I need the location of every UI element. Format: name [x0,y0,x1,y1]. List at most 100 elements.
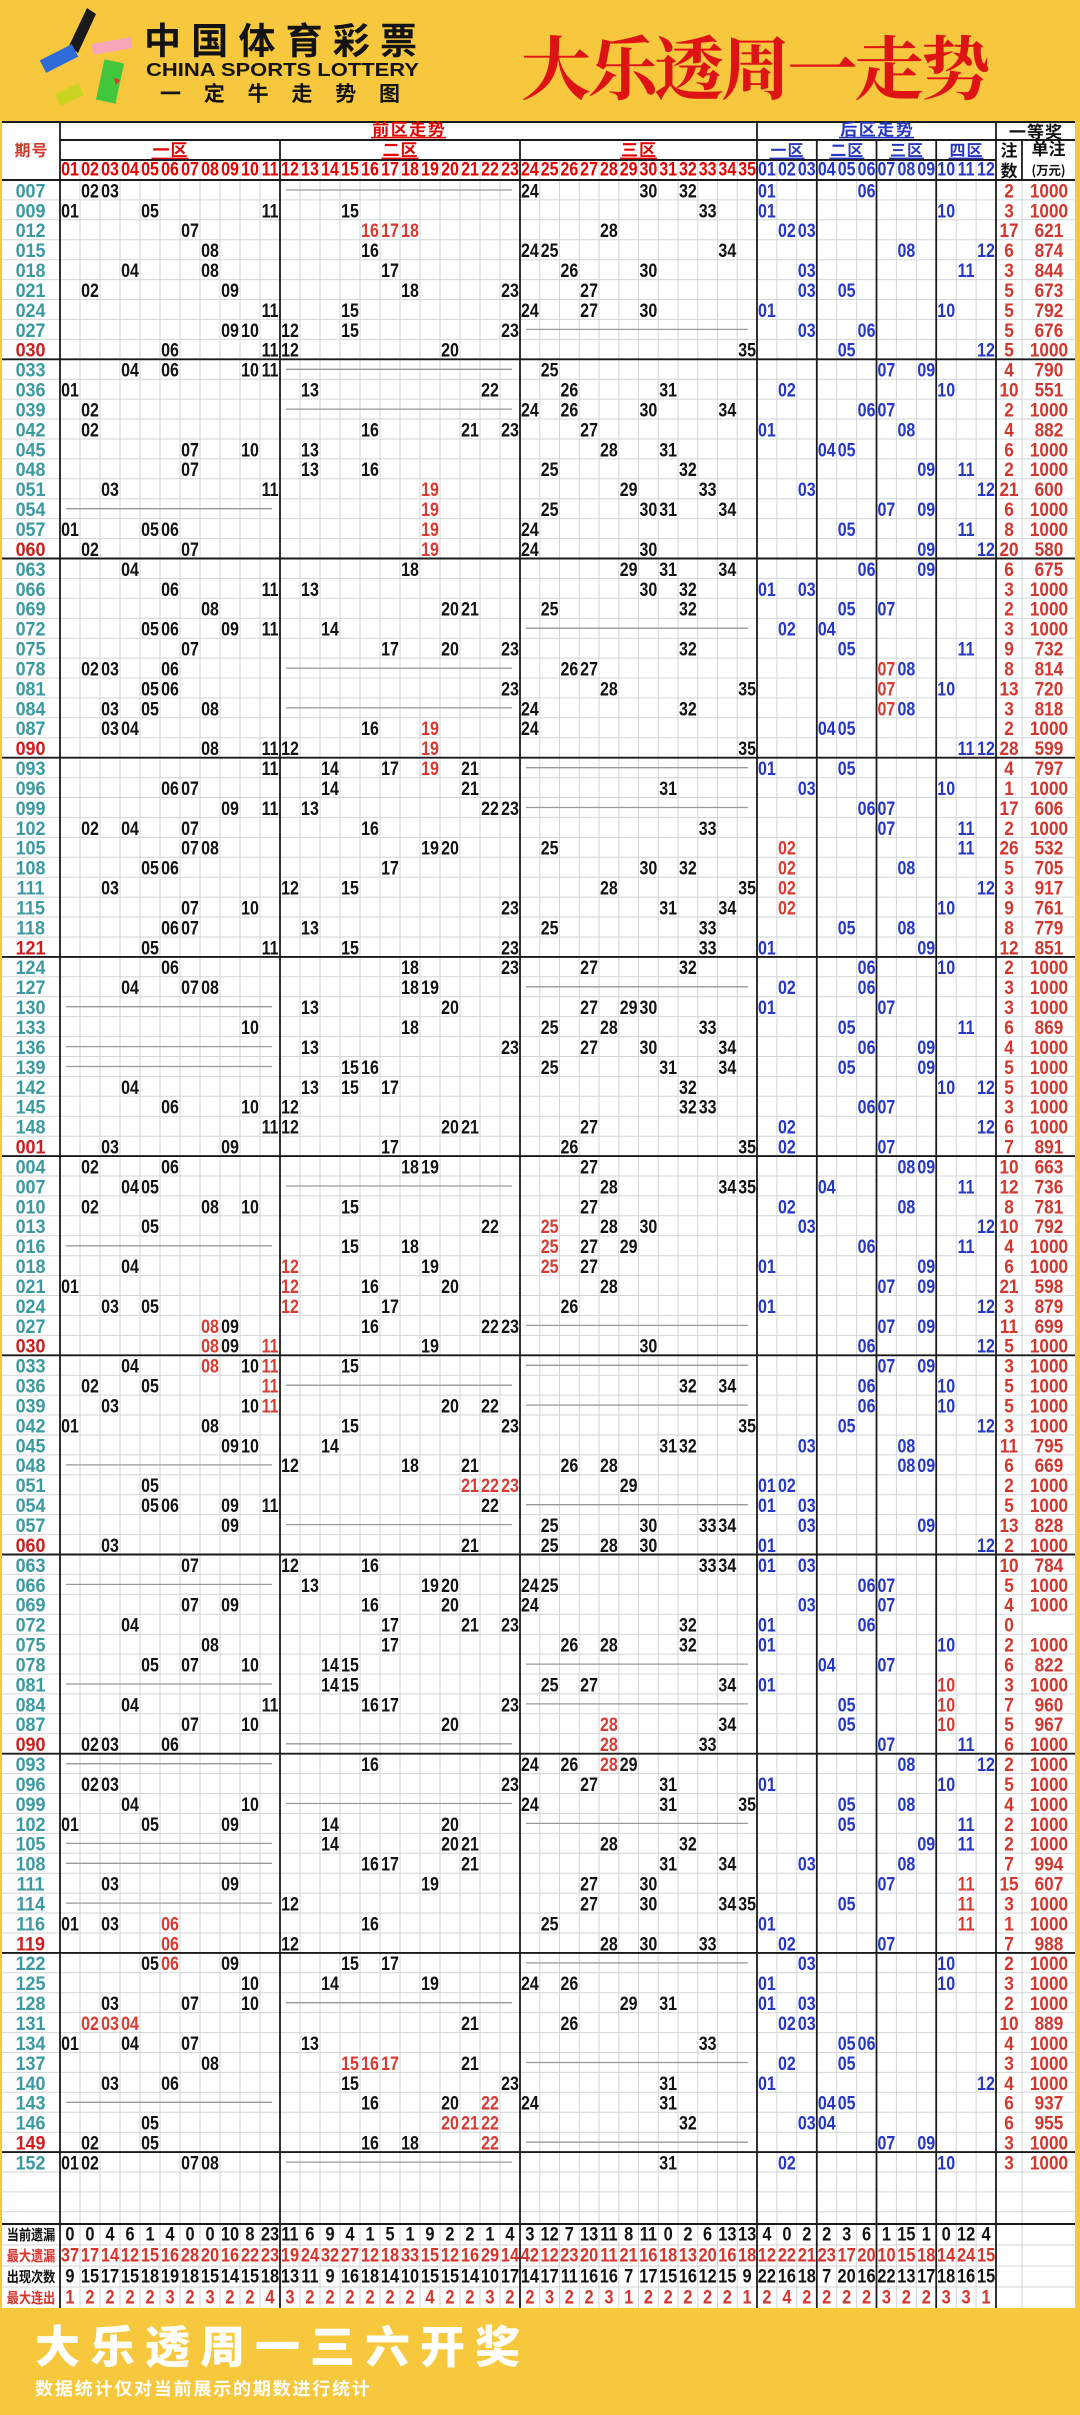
svg-text:1000: 1000 [1030,1673,1068,1695]
svg-text:14: 14 [461,2265,479,2287]
svg-text:35: 35 [738,1136,756,1158]
svg-text:10: 10 [937,1395,955,1417]
svg-text:04: 04 [121,359,139,381]
svg-text:07: 07 [878,658,896,680]
svg-text:6: 6 [1004,1653,1014,1675]
svg-text:01: 01 [758,299,776,321]
svg-text:779: 779 [1035,916,1064,938]
svg-text:12: 12 [281,1295,299,1317]
svg-text:0: 0 [65,2223,74,2245]
svg-text:07: 07 [878,1276,896,1298]
svg-text:6: 6 [1004,239,1014,261]
svg-text:23: 23 [501,1415,519,1437]
svg-text:01: 01 [758,1993,776,2015]
svg-text:01: 01 [758,1973,776,1995]
svg-text:05: 05 [838,598,856,620]
svg-text:133: 133 [16,1016,46,1038]
svg-text:6: 6 [1004,1733,1014,1755]
svg-text:2: 2 [185,2286,194,2308]
svg-text:05: 05 [838,280,856,302]
svg-text:01: 01 [758,1554,776,1576]
svg-text:1000: 1000 [1030,1813,1068,1835]
svg-text:11: 11 [1000,1434,1018,1456]
svg-text:3: 3 [1004,1355,1014,1377]
svg-text:20: 20 [580,2244,598,2266]
svg-text:14: 14 [321,758,339,780]
svg-text:2: 2 [1004,1992,1014,2014]
svg-text:12: 12 [977,877,995,899]
svg-text:045: 045 [16,1435,46,1457]
svg-text:6: 6 [1004,558,1014,580]
svg-text:24: 24 [521,299,539,321]
svg-text:06: 06 [858,158,876,180]
svg-text:20: 20 [999,538,1018,560]
svg-text:04: 04 [121,2013,139,2035]
svg-text:10: 10 [241,1993,259,2015]
svg-text:4: 4 [505,2223,514,2245]
svg-text:21: 21 [461,2112,479,2134]
svg-text:3: 3 [842,2223,851,2245]
svg-text:26: 26 [561,2013,579,2035]
svg-text:3: 3 [1004,618,1014,640]
svg-text:087: 087 [16,718,46,740]
svg-text:17: 17 [639,2265,657,2287]
svg-text:004: 004 [16,1156,46,1178]
svg-text:30: 30 [639,1036,657,1058]
svg-text:16: 16 [361,1276,379,1298]
svg-text:2: 2 [1004,1753,1014,1775]
svg-text:13: 13 [301,1076,319,1098]
svg-text:063: 063 [16,558,46,580]
svg-text:15: 15 [341,1236,359,1258]
svg-text:5: 5 [1004,1574,1014,1596]
svg-text:148: 148 [16,1116,46,1138]
svg-text:9: 9 [65,2265,74,2287]
svg-text:11: 11 [958,1017,975,1039]
svg-text:30: 30 [639,1216,657,1238]
svg-text:8: 8 [1004,518,1014,540]
svg-text:917: 917 [1035,877,1064,899]
svg-text:0: 0 [782,2223,791,2245]
svg-text:2: 2 [445,2223,454,2245]
svg-text:03: 03 [798,1993,816,2015]
svg-text:23: 23 [501,797,519,819]
svg-text:19: 19 [421,718,439,740]
svg-text:02: 02 [81,658,99,680]
svg-text:11: 11 [262,479,279,501]
svg-text:17: 17 [381,260,399,282]
svg-text:14: 14 [321,1674,339,1696]
svg-text:02: 02 [81,2152,99,2174]
svg-text:10: 10 [937,778,955,800]
svg-text:1000: 1000 [1030,1096,1068,1118]
svg-text:2: 2 [525,2286,534,2308]
svg-text:018: 018 [16,259,46,281]
svg-text:09: 09 [221,1594,239,1616]
svg-text:13: 13 [999,677,1018,699]
svg-text:08: 08 [897,917,915,939]
svg-text:05: 05 [141,1375,159,1397]
svg-text:4: 4 [1004,359,1014,381]
svg-text:32: 32 [679,180,697,202]
svg-text:5: 5 [1004,319,1014,341]
svg-text:03: 03 [798,1594,816,1616]
svg-text:34: 34 [718,499,736,521]
svg-text:25: 25 [541,1674,559,1696]
svg-text:32: 32 [679,1614,697,1636]
svg-text:10: 10 [937,158,955,180]
svg-text:093: 093 [16,757,46,779]
svg-text:2: 2 [505,2286,514,2308]
svg-text:15: 15 [341,200,359,222]
svg-text:12: 12 [977,158,995,180]
svg-text:15: 15 [241,2265,259,2287]
svg-text:1000: 1000 [1030,1912,1068,1934]
svg-text:17: 17 [917,2265,935,2287]
svg-text:30: 30 [639,1873,657,1895]
svg-text:1000: 1000 [1030,1833,1068,1855]
svg-text:1: 1 [882,2223,891,2245]
svg-text:4: 4 [1004,1235,1014,1257]
svg-text:35: 35 [738,738,756,760]
svg-text:06: 06 [858,797,876,819]
svg-text:19: 19 [421,158,439,180]
svg-text:12: 12 [977,1754,995,1776]
svg-text:5: 5 [1004,1713,1014,1735]
svg-text:11: 11 [262,797,279,819]
